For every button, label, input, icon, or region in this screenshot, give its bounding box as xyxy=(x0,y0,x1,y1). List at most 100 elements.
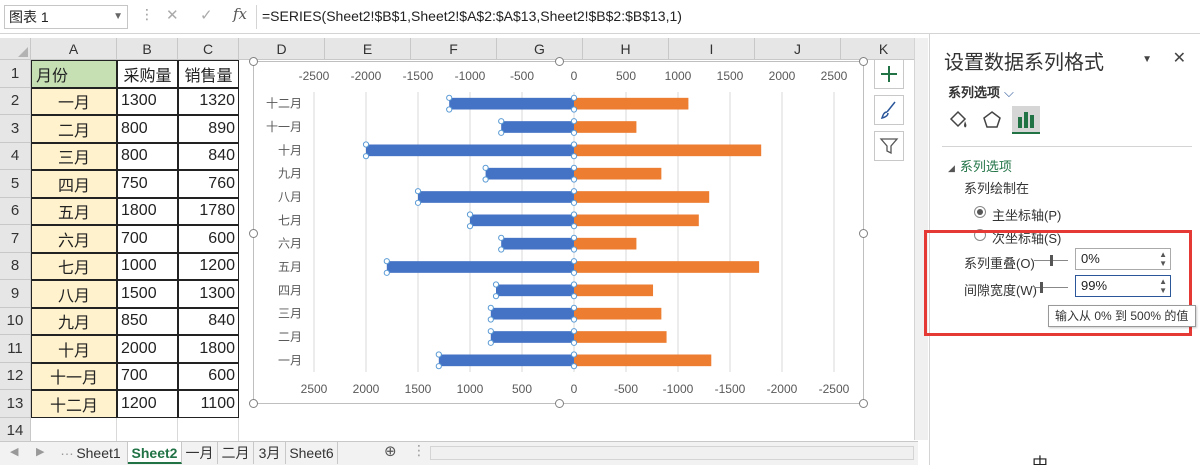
purchase-cell[interactable]: 700 xyxy=(117,225,178,253)
sales-cell[interactable]: 1100 xyxy=(178,390,239,418)
column-header-a[interactable]: A xyxy=(31,38,117,60)
sales-cell[interactable]: 600 xyxy=(178,225,239,253)
sales-cell[interactable]: 1320 xyxy=(178,87,239,115)
fill-line-tab[interactable] xyxy=(944,106,972,134)
month-cell[interactable]: 三月 xyxy=(31,142,117,170)
slider-knob[interactable] xyxy=(1050,255,1053,266)
gap-width-input[interactable]: 99% ▲ ▼ xyxy=(1075,275,1171,297)
pane-options-icon[interactable]: ▼ xyxy=(1142,54,1152,65)
ime-indicator[interactable]: 中 xyxy=(1032,456,1049,465)
purchase-cell[interactable]: 1800 xyxy=(117,197,178,225)
column-header-g[interactable]: G xyxy=(497,38,583,60)
month-cell[interactable]: 十月 xyxy=(31,335,117,363)
month-cell[interactable]: 九月 xyxy=(31,307,117,335)
primary-axis-radio[interactable] xyxy=(974,206,986,218)
purchase-cell[interactable]: 750 xyxy=(117,170,178,198)
enter-icon[interactable]: ✓ xyxy=(200,7,213,24)
sheet-tab[interactable]: Sheet2 xyxy=(128,442,182,464)
purchase-cell[interactable]: 1200 xyxy=(117,390,178,418)
row-header-12[interactable]: 12 xyxy=(0,362,31,390)
resize-handle[interactable] xyxy=(555,399,564,408)
resize-handle[interactable] xyxy=(555,57,564,66)
sheet-tab[interactable]: 二月 xyxy=(218,442,254,464)
month-cell[interactable]: 二月 xyxy=(31,115,117,143)
chart-styles-button[interactable] xyxy=(874,95,904,125)
row-header-1[interactable]: 1 xyxy=(0,60,31,88)
sales-cell[interactable]: 840 xyxy=(178,307,239,335)
scroll-left-icon[interactable]: ◀ xyxy=(10,446,19,458)
series-overlap-input[interactable]: 0% ▲ ▼ xyxy=(1075,248,1171,270)
sales-cell[interactable]: 840 xyxy=(178,142,239,170)
butterfly-bar-chart[interactable]: -2500 -2000 -1500 -1000 -500 0 500 1000 1500 2000… xyxy=(254,62,865,405)
month-cell[interactable]: 八月 xyxy=(31,280,117,308)
row-header-8[interactable]: 8 xyxy=(0,252,31,280)
chart-elements-button[interactable] xyxy=(874,59,904,89)
purchase-cell[interactable]: 850 xyxy=(117,307,178,335)
column-header-i[interactable]: I xyxy=(669,38,755,60)
chart-filters-button[interactable] xyxy=(874,131,904,161)
close-icon[interactable]: ✕ xyxy=(1172,50,1186,67)
chevron-down-icon[interactable]: ▼ xyxy=(113,11,123,22)
effects-tab[interactable] xyxy=(978,106,1006,134)
table-header-cell[interactable]: 月份 xyxy=(31,60,117,88)
sales-cell[interactable]: 760 xyxy=(178,170,239,198)
spinner-arrows-icon[interactable]: ▲ ▼ xyxy=(1159,250,1167,268)
resize-handle[interactable] xyxy=(859,57,868,66)
select-all-corner[interactable] xyxy=(0,38,31,60)
resize-handle[interactable] xyxy=(249,399,258,408)
sheet-tab[interactable]: 一月 xyxy=(182,442,218,464)
column-header-h[interactable]: H xyxy=(583,38,669,60)
sales-cell[interactable]: 1780 xyxy=(178,197,239,225)
row-header-2[interactable]: 2 xyxy=(0,87,31,115)
row-header-7[interactable]: 7 xyxy=(0,225,31,253)
purchase-cell[interactable]: 2000 xyxy=(117,335,178,363)
purchase-cell[interactable]: 1500 xyxy=(117,280,178,308)
sheet-tab[interactable]: Sheet6 xyxy=(286,442,338,464)
resize-handle[interactable] xyxy=(859,229,868,238)
column-header-e[interactable]: E xyxy=(325,38,411,60)
name-box[interactable]: 图表 1 ▼ xyxy=(4,5,128,29)
sheet-tab[interactable]: Sheet1 xyxy=(70,442,128,464)
month-cell[interactable]: 五月 xyxy=(31,197,117,225)
resize-handle[interactable] xyxy=(249,229,258,238)
purchase-cell[interactable]: 800 xyxy=(117,115,178,143)
sales-cell[interactable]: 890 xyxy=(178,115,239,143)
row-header-13[interactable]: 13 xyxy=(0,390,31,418)
row-header-5[interactable]: 5 xyxy=(0,170,31,198)
column-header-b[interactable]: B xyxy=(117,38,178,60)
cancel-icon[interactable]: ✕ xyxy=(166,7,179,24)
row-header-4[interactable]: 4 xyxy=(0,142,31,170)
spinner-arrows-icon[interactable]: ▲ ▼ xyxy=(1159,277,1167,295)
sales-cell[interactable]: 1300 xyxy=(178,280,239,308)
resize-handle[interactable] xyxy=(859,399,868,408)
row-header-14[interactable]: 14 xyxy=(0,417,31,445)
row-header-6[interactable]: 6 xyxy=(0,197,31,225)
gap-width-slider[interactable] xyxy=(1034,282,1068,293)
purchase-cell[interactable]: 1000 xyxy=(117,252,178,280)
chart-area[interactable]: -2500 -2000 -1500 -1000 -500 0 500 1000 1500 2000… xyxy=(249,57,868,408)
series-options-tab[interactable] xyxy=(1012,106,1040,134)
table-header-cell[interactable]: 采购量 xyxy=(117,60,178,88)
table-header-cell[interactable]: 销售量 xyxy=(178,60,239,88)
row-header-11[interactable]: 11 xyxy=(0,335,31,363)
column-header-c[interactable]: C xyxy=(178,38,239,60)
column-header-f[interactable]: F xyxy=(411,38,497,60)
purchase-cell[interactable]: 700 xyxy=(117,362,178,390)
section-series-options[interactable]: ◢ 系列选项 xyxy=(948,156,1012,175)
horizontal-scrollbar[interactable] xyxy=(430,446,914,460)
sales-cell[interactable]: 1800 xyxy=(178,335,239,363)
formula-input[interactable]: =SERIES(Sheet2!$B$1,Sheet2!$A$2:$A$13,Sh… xyxy=(262,8,682,24)
row-header-9[interactable]: 9 xyxy=(0,280,31,308)
sheet-tab[interactable]: 3月 xyxy=(254,442,286,464)
month-cell[interactable]: 七月 xyxy=(31,252,117,280)
month-cell[interactable]: 十一月 xyxy=(31,362,117,390)
column-header-j[interactable]: J xyxy=(755,38,841,60)
scroll-right-icon[interactable]: ▶ xyxy=(36,446,45,458)
vertical-scrollbar[interactable] xyxy=(914,38,928,440)
sales-cell[interactable]: 600 xyxy=(178,362,239,390)
series-options-dropdown[interactable]: 系列选项 ⌵ xyxy=(948,82,1014,101)
insert-function-icon[interactable]: fx xyxy=(233,5,248,23)
row-header-10[interactable]: 10 xyxy=(0,307,31,335)
series-overlap-slider[interactable] xyxy=(1034,255,1068,266)
month-cell[interactable]: 四月 xyxy=(31,170,117,198)
